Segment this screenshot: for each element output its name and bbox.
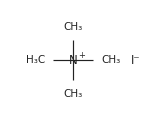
Text: H₃C: H₃C xyxy=(26,55,45,65)
Text: CH₃: CH₃ xyxy=(101,55,120,65)
Text: CH₃: CH₃ xyxy=(64,22,83,32)
Text: CH₃: CH₃ xyxy=(64,89,83,99)
Text: I⁻: I⁻ xyxy=(131,54,140,67)
Text: N: N xyxy=(69,54,77,67)
Text: +: + xyxy=(78,51,85,60)
